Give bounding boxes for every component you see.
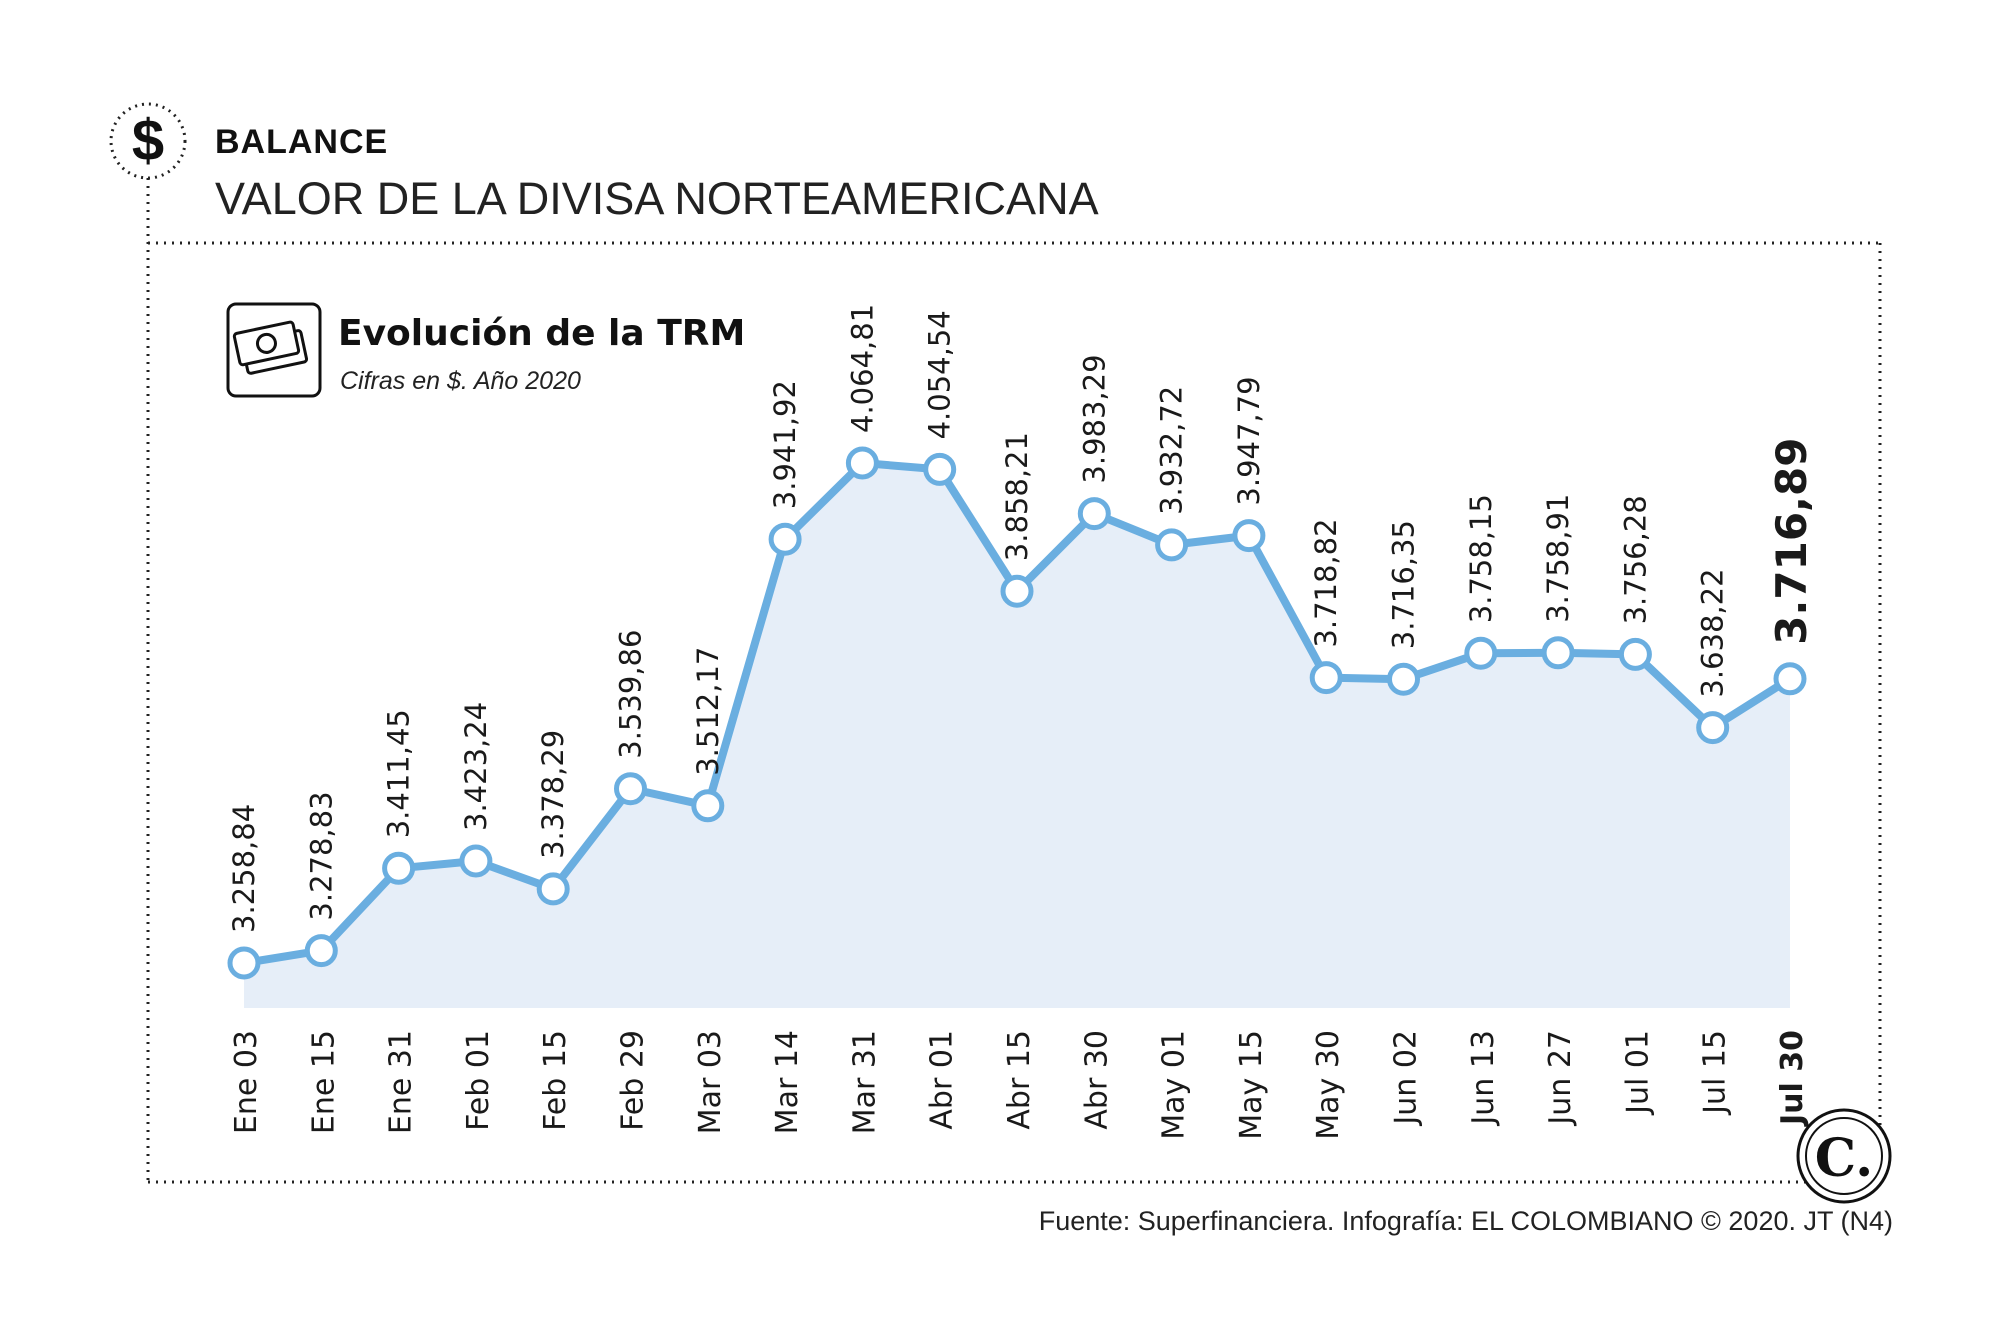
x-tick-label: May 15 xyxy=(1234,1030,1269,1140)
x-tick-label: Jul 30 xyxy=(1775,1030,1810,1127)
x-tick-label: Mar 03 xyxy=(693,1030,728,1134)
data-label: 3.539,86 xyxy=(614,630,648,759)
data-point xyxy=(845,446,879,480)
kicker-label: BALANCE xyxy=(215,123,388,161)
data-label: 4.054,54 xyxy=(923,310,957,439)
x-tick-label: Feb 29 xyxy=(616,1030,651,1131)
data-label: 3.423,24 xyxy=(459,702,493,831)
data-label: 3.947,79 xyxy=(1232,376,1266,505)
data-point xyxy=(304,934,338,968)
source-note: Fuente: Superfinanciera. Infografía: EL … xyxy=(1039,1206,1893,1236)
x-tick-label: Abr 30 xyxy=(1079,1030,1114,1130)
x-tick-label: Abr 01 xyxy=(925,1030,960,1130)
data-label: 3.941,92 xyxy=(768,380,802,509)
data-point xyxy=(1464,636,1498,670)
x-tick-label: Feb 15 xyxy=(538,1030,573,1131)
data-label: 3.758,91 xyxy=(1541,494,1575,623)
data-point xyxy=(1000,574,1034,608)
data-label: 3.716,35 xyxy=(1387,520,1421,649)
data-label: 3.983,29 xyxy=(1077,354,1111,483)
x-tick-label: Jul 15 xyxy=(1698,1030,1733,1116)
data-point xyxy=(691,789,725,823)
data-point xyxy=(536,872,570,906)
data-label: 3.756,28 xyxy=(1618,495,1652,624)
el-colombiano-logo: C. xyxy=(1796,1108,1892,1204)
data-label: 3.278,83 xyxy=(304,791,338,920)
data-points-layer xyxy=(227,446,1807,980)
x-tick-label: May 01 xyxy=(1157,1030,1192,1140)
area-fill-layer xyxy=(244,463,1790,1008)
page-title: VALOR DE LA DIVISA NORTEAMERICANA xyxy=(215,173,1099,224)
data-point xyxy=(1309,661,1343,695)
data-labels-layer: 3.258,84 3.278,83 3.411,45 3.423,24 3.378,29… xyxy=(227,304,1816,933)
chart-title: Evolución de la TRM xyxy=(338,313,745,354)
x-tick-label: Mar 31 xyxy=(847,1030,882,1134)
data-label: 3.716,89 xyxy=(1767,438,1816,645)
dollar-badge-icon: $ xyxy=(109,102,187,180)
data-label: 3.638,22 xyxy=(1696,568,1730,697)
data-point xyxy=(382,851,416,885)
data-point xyxy=(1387,662,1420,696)
x-axis-ticks-layer: Ene 03 Ene 15 Ene 31 Feb 01 Feb 15 Feb 29 Mar … xyxy=(229,1030,1810,1140)
x-tick-label: Jul 01 xyxy=(1620,1030,1655,1116)
data-label: 3.378,29 xyxy=(536,730,570,859)
data-point xyxy=(1541,636,1575,670)
x-tick-label: Feb 01 xyxy=(461,1030,496,1131)
x-tick-label: Ene 31 xyxy=(384,1030,419,1134)
data-point xyxy=(1773,662,1807,696)
data-point xyxy=(1155,528,1189,562)
x-tick-label: Abr 15 xyxy=(1002,1030,1037,1130)
data-label: 3.411,45 xyxy=(382,709,416,838)
data-point xyxy=(1232,519,1266,553)
x-tick-label: May 30 xyxy=(1311,1030,1346,1140)
chart-subtitle: Cifras en $. Año 2020 xyxy=(340,367,581,395)
data-label: 4.064,81 xyxy=(845,304,879,433)
x-tick-label: Ene 03 xyxy=(229,1030,264,1134)
data-point xyxy=(923,452,957,486)
logo-letter: C. xyxy=(1815,1128,1874,1189)
data-point xyxy=(1696,711,1730,745)
data-point xyxy=(227,946,261,980)
data-point xyxy=(1618,637,1652,671)
money-bills-icon xyxy=(226,302,322,398)
data-point xyxy=(1077,497,1111,531)
data-point xyxy=(614,772,647,806)
data-label: 3.718,82 xyxy=(1309,518,1343,647)
data-label: 3.512,17 xyxy=(691,647,725,776)
data-point xyxy=(459,844,493,878)
data-point xyxy=(768,522,802,556)
data-label: 3.258,84 xyxy=(227,804,261,933)
data-label: 3.758,15 xyxy=(1464,494,1498,623)
data-label: 3.932,72 xyxy=(1155,386,1189,515)
x-tick-label: Mar 14 xyxy=(770,1030,805,1134)
area-fill xyxy=(244,463,1790,1008)
x-tick-label: Jun 13 xyxy=(1466,1030,1501,1127)
x-tick-label: Jun 27 xyxy=(1543,1030,1578,1127)
x-tick-label: Ene 15 xyxy=(306,1030,341,1134)
data-label: 3.858,21 xyxy=(1000,432,1034,561)
x-tick-label: Jun 02 xyxy=(1389,1030,1424,1127)
dollar-symbol: $ xyxy=(132,108,164,173)
